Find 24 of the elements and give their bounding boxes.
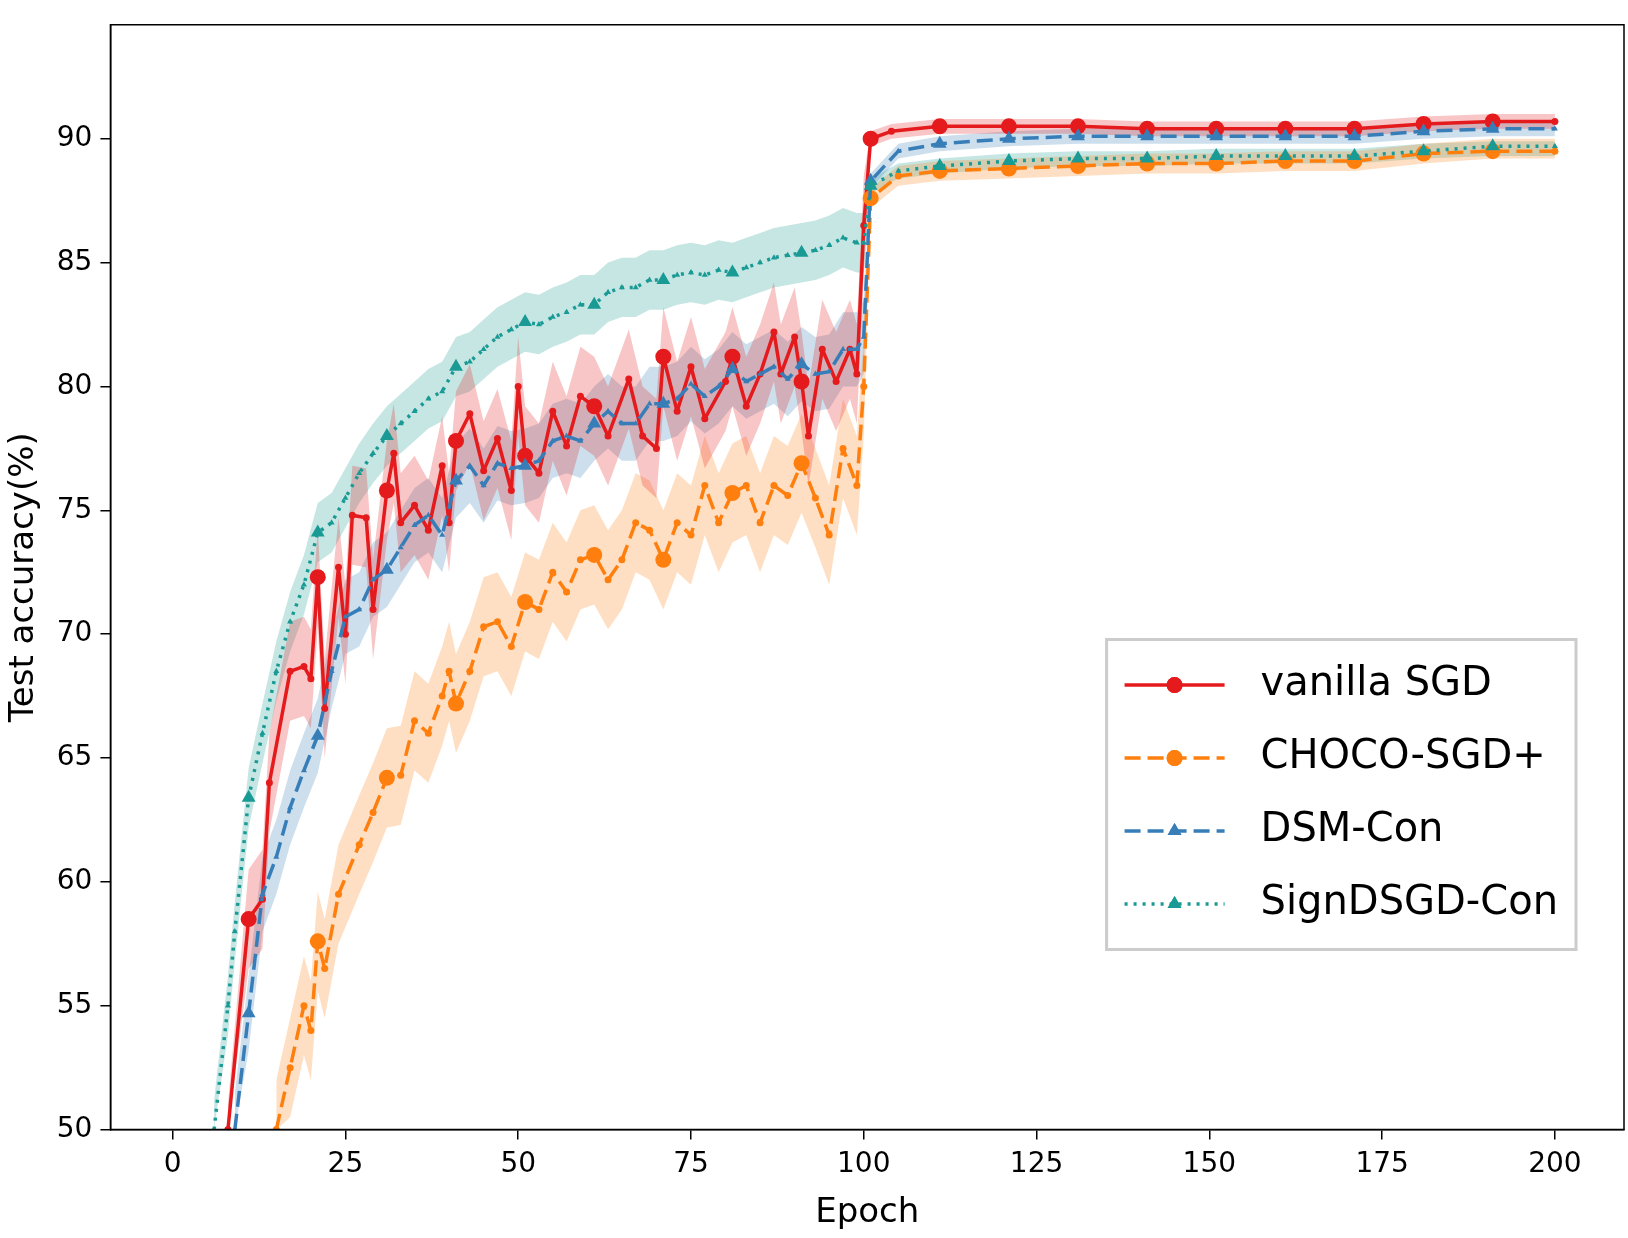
x-tick-label: 150 xyxy=(1182,1145,1237,1179)
y-tick-label: 80 xyxy=(56,367,93,401)
y-tick-label: 75 xyxy=(56,491,93,525)
x-tick-label: 0 xyxy=(163,1145,182,1179)
legend-label: CHOCO-SGD+ xyxy=(1260,731,1546,778)
y-tick-label: 70 xyxy=(56,615,93,649)
legend-label: DSM-Con xyxy=(1260,804,1444,851)
x-tick-label: 25 xyxy=(327,1145,364,1179)
y-axis-title: Test accuracy(%) xyxy=(1,432,42,724)
x-tick-label: 100 xyxy=(837,1145,891,1179)
y-tick-label: 65 xyxy=(56,739,93,773)
legend-label: SignDSGD-Con xyxy=(1260,877,1558,924)
x-tick-label: 200 xyxy=(1528,1145,1582,1179)
y-tick-label: 60 xyxy=(56,863,93,897)
x-tick-label: 125 xyxy=(1009,1145,1064,1179)
y-tick-label: 90 xyxy=(56,120,93,154)
x-tick-label: 175 xyxy=(1355,1145,1409,1179)
y-tick-label: 85 xyxy=(56,243,93,277)
x-tick-label: 50 xyxy=(500,1145,537,1179)
legend-label: vanilla SGD xyxy=(1260,658,1492,705)
y-tick-label: 55 xyxy=(56,987,93,1021)
x-axis-title: Epoch xyxy=(815,1190,920,1231)
y-tick-label: 50 xyxy=(56,1110,93,1144)
x-tick-label: 75 xyxy=(673,1145,709,1179)
